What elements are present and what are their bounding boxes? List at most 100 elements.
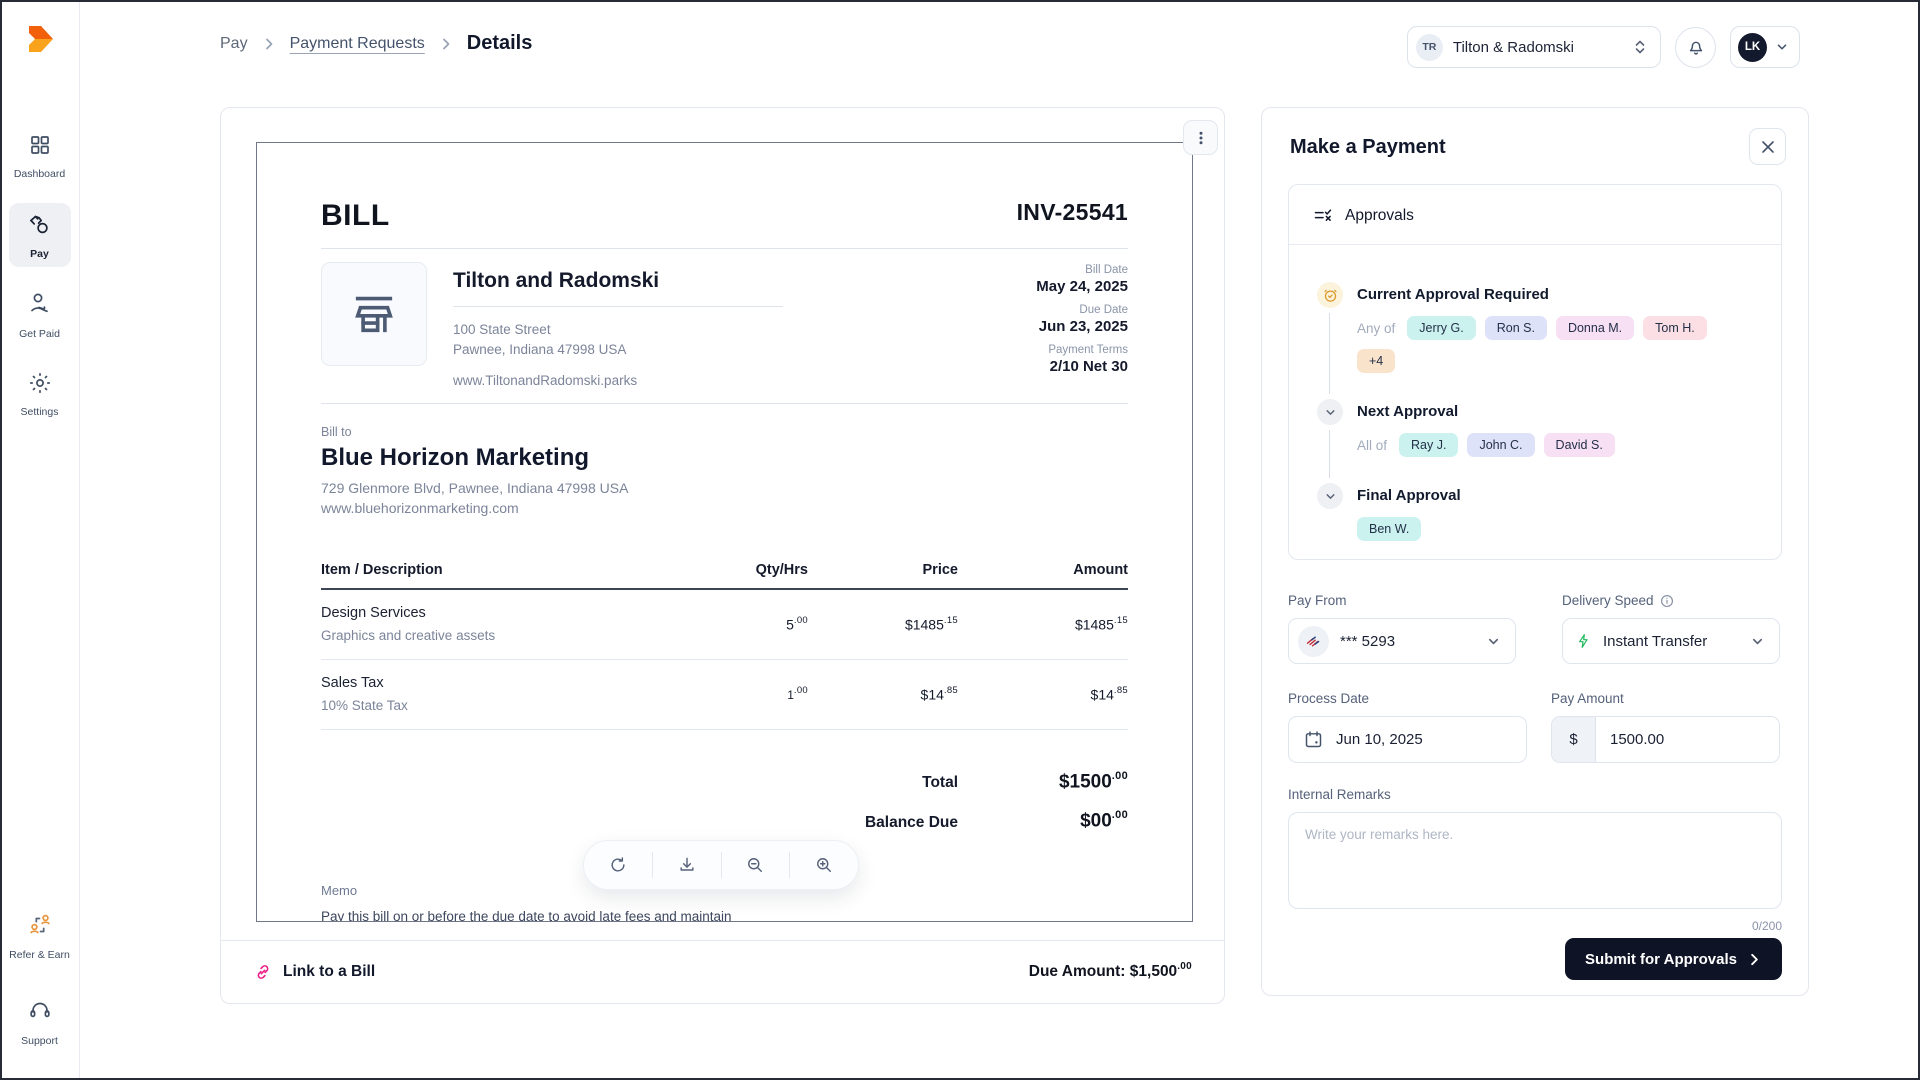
pay-from-select[interactable]: *** 5293 [1288,618,1516,664]
item-price: $14 [920,686,944,703]
sidebar-item-get-paid[interactable]: Get Paid [9,283,71,347]
balance-due-value: $00 [1080,810,1112,832]
company-name: Tilton & Radomski [1452,38,1574,56]
document-options-button[interactable] [1183,120,1218,155]
sidebar-item-pay[interactable]: Pay [8,203,71,267]
sidebar-item-label: Settings [20,406,59,418]
approver-chip[interactable]: Donna M. [1555,316,1635,340]
submit-label: Submit for Approvals [1585,950,1737,968]
approval-step-title: Next Approval [1357,403,1459,420]
sidebar-item-label: Get Paid [19,328,60,340]
item-amount-cents: .85 [1113,684,1128,696]
due-amount: Due Amount: $1,500.00 [1029,961,1192,981]
bank-logo-icon [1298,625,1329,657]
table-row: Sales Tax 10% State Tax 1.00 $14.85 $14.… [321,660,1128,730]
get-paid-icon [27,291,53,322]
approver-chip[interactable]: Ben W. [1357,517,1422,541]
item-amount-cents: .15 [1113,614,1128,626]
item-qty: 1 [787,688,794,702]
delivery-speed-label: Delivery Speed [1562,593,1654,608]
info-icon[interactable] [1660,594,1674,608]
line-items-table: Item / Description Qty/Hrs Price Amount … [321,562,1128,730]
item-qty: 5 [786,616,794,633]
item-amount: $14 [1090,686,1114,703]
item-price-cents: .15 [943,614,958,626]
bill-doc-title: BILL [321,199,390,232]
link-to-bill-button[interactable]: Link to a Bill [253,962,375,982]
support-headset-icon [27,998,53,1029]
rotate-refresh-button[interactable] [584,841,652,889]
link-icon [253,962,273,982]
currency-prefix: $ [1552,717,1596,762]
approval-step-next: Next Approval All of Ray J. John C. Davi… [1317,398,1753,482]
bill-document-page: BILL INV-25541 Tilton and Radomski 100 S… [256,142,1193,922]
toolbar-divider [789,852,791,878]
sidebar-item-support[interactable]: Support [9,990,71,1054]
approvals-card: Approvals Current Approval Required Any … [1288,184,1782,560]
breadcrumb-payment-requests[interactable]: Payment Requests [289,34,425,52]
approver-chip[interactable]: Jerry G. [1407,316,1476,340]
col-qty: Qty/Hrs [755,562,808,578]
pay-from-label: Pay From [1288,593,1347,608]
total-value: $1500 [1058,771,1112,793]
dashboard-icon [28,133,52,162]
company-selector[interactable]: TR Tilton & Radomski [1406,26,1661,68]
internal-remarks-textarea[interactable] [1288,812,1782,909]
user-menu[interactable]: LK [1730,26,1800,68]
approval-step-current: Current Approval Required Any of Jerry G… [1317,281,1753,398]
due-amount-cents: .00 [1177,961,1192,973]
avatar: LK [1738,32,1767,62]
up-down-chevrons-icon [1632,38,1648,56]
internal-remarks-label: Internal Remarks [1288,787,1391,802]
delivery-speed-select[interactable]: Instant Transfer [1562,618,1780,664]
pay-amount-field: Pay Amount $ [1551,691,1780,763]
zoom-in-icon [817,858,832,872]
item-price-cents: .85 [943,684,958,696]
approver-chip[interactable]: John C. [1467,433,1535,457]
sidebar-item-settings[interactable]: Settings [9,363,71,425]
zoom-out-button[interactable] [722,841,790,889]
table-header-row: Item / Description Qty/Hrs Price Amount [321,562,1128,590]
download-button[interactable] [653,841,721,889]
bill-document: BILL INV-25541 Tilton and Radomski 100 S… [257,143,1192,921]
make-payment-panel: Make a Payment Approvals Current Approva… [1261,107,1809,996]
toolbar-divider [651,852,653,878]
toolbar-divider [720,852,722,878]
chevron-down-icon[interactable] [1317,399,1343,425]
notifications-bell-button[interactable] [1675,26,1716,68]
breadcrumb-pay[interactable]: Pay [220,34,248,52]
process-date-value[interactable] [1336,731,1526,748]
app-logo-icon[interactable] [21,20,59,63]
payment-terms-value: 2/10 Net 30 [1049,358,1128,375]
sidebar: Dashboard Pay Get Paid Settings [0,0,80,1080]
document-toolbar [583,840,859,890]
vendor-address-line2: Pawnee, Indiana 47998 USA [453,342,627,357]
chevron-right-icon [438,36,454,52]
pay-icon [27,211,53,242]
process-date-input[interactable] [1288,716,1527,763]
pay-amount-value[interactable] [1596,731,1779,748]
approver-chip[interactable]: Ron S. [1484,316,1547,340]
submit-for-approvals-button[interactable]: Submit for Approvals [1565,938,1782,980]
refresh-icon [611,857,625,872]
pay-amount-input[interactable]: $ [1551,716,1780,763]
bill-date-label: Bill Date [1085,264,1128,276]
header-controls: TR Tilton & Radomski LK [1406,26,1800,68]
due-date-value: Jun 23, 2025 [1038,318,1128,335]
chevron-down-icon[interactable] [1317,483,1343,509]
item-amount: $1485 [1074,616,1114,633]
approver-chip[interactable]: Ray J. [1399,433,1459,457]
char-counter: 0/200 [1751,919,1782,933]
calendar-icon [1289,729,1336,750]
approver-overflow-chip[interactable]: +4 [1357,349,1396,373]
zoom-out-icon [748,858,763,872]
item-price: $1485 [904,616,944,633]
close-panel-button[interactable] [1749,128,1786,165]
approver-chip[interactable]: David S. [1543,433,1615,457]
approver-chip[interactable]: Tom H. [1643,316,1707,340]
sidebar-item-refer-earn[interactable]: Refer & Earn [9,904,71,968]
sidebar-item-dashboard[interactable]: Dashboard [9,125,71,187]
zoom-in-button[interactable] [790,841,858,889]
sidebar-item-label: Refer & Earn [9,949,70,961]
